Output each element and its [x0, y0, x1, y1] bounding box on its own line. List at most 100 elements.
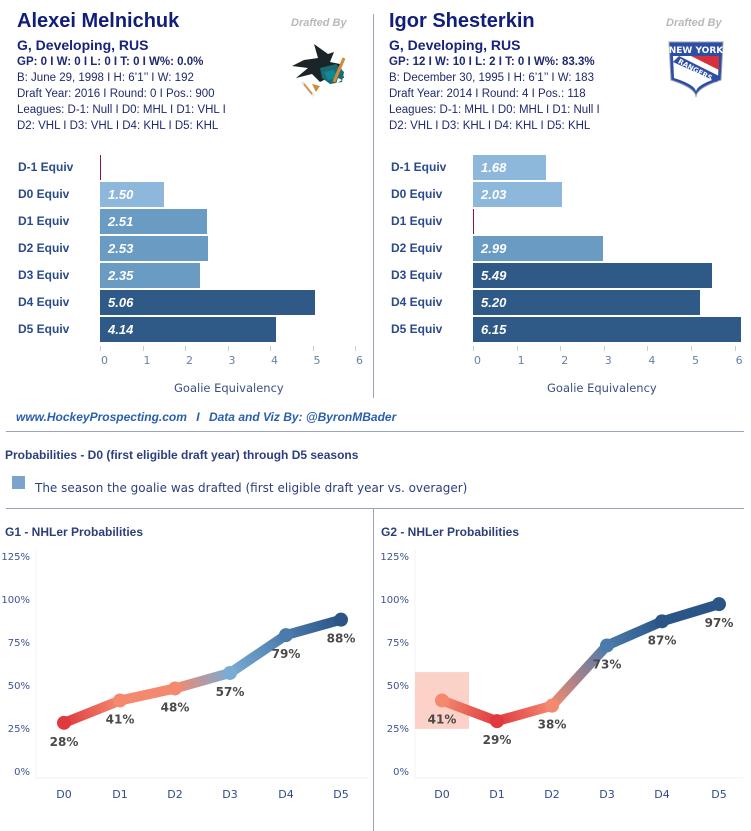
probabilities-title: Probabilities - D0 (first eligible draft… — [5, 448, 359, 462]
player-card-2: Igor Shesterkin G, Developing, RUS GP: 1… — [389, 10, 739, 132]
y-tick-label: 125% — [1, 552, 30, 563]
equivalency-bar[interactable]: 4.14 — [100, 317, 276, 342]
equivalency-bar[interactable]: 5.20 — [473, 290, 700, 315]
equivalency-bar[interactable] — [100, 155, 101, 180]
rangers-logo-icon: NEW YORK RANGERS — [665, 40, 727, 98]
x-tick-label: 2 — [186, 354, 193, 367]
x-tick-label: 6 — [735, 354, 743, 367]
probability-value-label: 79% — [272, 647, 301, 661]
bar-value-label: 5.49 — [481, 268, 507, 283]
probability-line-segment — [492, 700, 557, 727]
footer-divider — [6, 431, 744, 432]
bar-category-label: D1 Equiv — [18, 214, 70, 228]
probability-point[interactable] — [113, 693, 127, 708]
bar-category-label: D-1 Equiv — [391, 160, 447, 174]
probability-point[interactable] — [435, 693, 449, 708]
x-tick-label: D3 — [599, 788, 614, 801]
y-tick-label: 125% — [380, 552, 409, 563]
equivalency-bar[interactable] — [473, 209, 474, 234]
legend-label: The season the goalie was drafted (first… — [35, 481, 468, 495]
probability-line-segment — [602, 616, 667, 651]
bar-category-label: D4 Equiv — [18, 295, 70, 309]
player-name: Igor Shesterkin — [389, 10, 535, 32]
equivalency-bar[interactable]: 2.99 — [473, 236, 604, 261]
rangers-logo-top-text: NEW YORK — [669, 46, 725, 56]
probability-value-label: 88% — [327, 632, 356, 646]
x-tick-mark — [734, 346, 736, 351]
probability-point[interactable] — [168, 681, 182, 696]
y-tick-label: 75% — [387, 638, 409, 649]
probability-value-label: 97% — [705, 616, 734, 630]
probability-point[interactable] — [600, 638, 614, 653]
x-tick-mark — [270, 346, 271, 351]
x-tick-label: 1 — [517, 354, 525, 367]
probability-value-label: 73% — [593, 657, 622, 671]
site-link[interactable]: www.HockeyProspecting.com — [16, 410, 187, 424]
bar-category-label: D0 Equiv — [18, 187, 70, 201]
x-tick-label: D1 — [112, 788, 127, 801]
player-name: Alexei Melnichuk — [17, 10, 180, 32]
probability-line-segment — [657, 599, 724, 627]
draft-season-legend: The season the goalie was drafted (first… — [12, 475, 467, 495]
equivalency-bar[interactable]: 5.06 — [100, 290, 316, 315]
probability-point[interactable] — [655, 614, 669, 629]
probability-point[interactable] — [334, 612, 348, 627]
probability-point[interactable] — [712, 597, 726, 612]
player-position: G, Developing, RUS — [17, 37, 149, 53]
probability-value-label: 38% — [538, 718, 567, 732]
y-tick-label: 25% — [8, 724, 30, 735]
x-tick-mark — [100, 346, 101, 351]
probability-line-segment — [225, 630, 291, 678]
probability-value-label: 29% — [483, 733, 512, 747]
x-tick-mark — [560, 346, 562, 351]
equivalency-bar[interactable]: 1.68 — [473, 155, 547, 180]
equivalency-bar[interactable]: 2.03 — [473, 182, 562, 207]
equivalency-bar[interactable]: 5.49 — [473, 263, 713, 288]
x-tick-mark — [516, 346, 518, 351]
probability-value-label: 87% — [648, 633, 677, 647]
y-tick-label: 0% — [14, 767, 30, 778]
x-tick-label: 5 — [313, 354, 321, 367]
player-leagues-2: D2: VHL I D3: VHL I D4: KHL I D5: KHL — [17, 120, 219, 132]
y-tick-label: 100% — [1, 595, 30, 606]
x-tick-label: 2 — [561, 354, 569, 367]
x-tick-label: 3 — [604, 354, 612, 367]
equivalency-bar-chart-1: D-1 Equiv D0 Equiv 1.50 D1 Equiv 2.51 D2 Equi… — [0, 150, 373, 400]
bar-category-label: D2 Equiv — [18, 241, 70, 255]
probability-point[interactable] — [223, 665, 237, 680]
probability-point[interactable] — [545, 698, 559, 713]
bar-value-label: 4.14 — [108, 322, 134, 337]
x-tick-mark — [473, 346, 474, 351]
equivalency-bar[interactable]: 2.35 — [100, 263, 200, 288]
player-draft: Draft Year: 2014 I Round: 4 I Pos.: 118 — [389, 88, 586, 100]
x-tick-label: D1 — [489, 788, 504, 801]
y-tick-label: 100% — [380, 595, 409, 606]
equivalency-bar[interactable]: 2.51 — [100, 209, 207, 234]
equivalency-bar[interactable]: 2.53 — [100, 236, 208, 261]
y-tick-label: 25% — [387, 724, 409, 735]
bar-value-label: 2.03 — [481, 187, 507, 202]
x-tick-mark — [227, 346, 229, 351]
probability-point[interactable] — [279, 628, 293, 643]
x-tick-label: 4 — [648, 354, 656, 367]
x-tick-mark — [185, 346, 186, 351]
bar-value-label: 2.53 — [108, 241, 134, 256]
bar-value-label: 1.68 — [481, 160, 507, 175]
equivalency-bar[interactable]: 1.50 — [100, 182, 164, 207]
probability-point[interactable] — [57, 715, 71, 730]
bar-category-label: D-1 Equiv — [18, 160, 74, 174]
probability-point[interactable] — [490, 714, 504, 729]
player-position: G, Developing, RUS — [389, 37, 521, 53]
x-tick-mark — [647, 346, 649, 351]
player-bio: B: December 30, 1995 I H: 6’1’’ I W: 183 — [389, 72, 594, 84]
player-leagues-1: Leagues: D-1: Null I D0: MHL I D1: VHL I — [17, 104, 226, 116]
nhler-probability-chart-g2: 0% 25% 50% 75% 100% 125% D0 D1 D2 D3 D4 D5 41% 29% 38%… — [380, 550, 743, 801]
x-tick-mark — [691, 346, 692, 351]
bottom-center-divider — [373, 509, 374, 831]
bar-category-label: D3 Equiv — [391, 268, 443, 282]
player-bio: B: June 29, 1998 I H: 6’1’’ I W: 192 — [17, 72, 194, 84]
bar-value-label: 2.51 — [108, 214, 134, 229]
x-tick-label: 6 — [356, 354, 363, 367]
nhler-probability-chart-g1: 0% 25% 50% 75% 100% 125% D0 D1 D2 D3 D4 D5 28% 41% 48%… — [1, 550, 368, 801]
equivalency-bar[interactable]: 6.15 — [473, 317, 742, 342]
